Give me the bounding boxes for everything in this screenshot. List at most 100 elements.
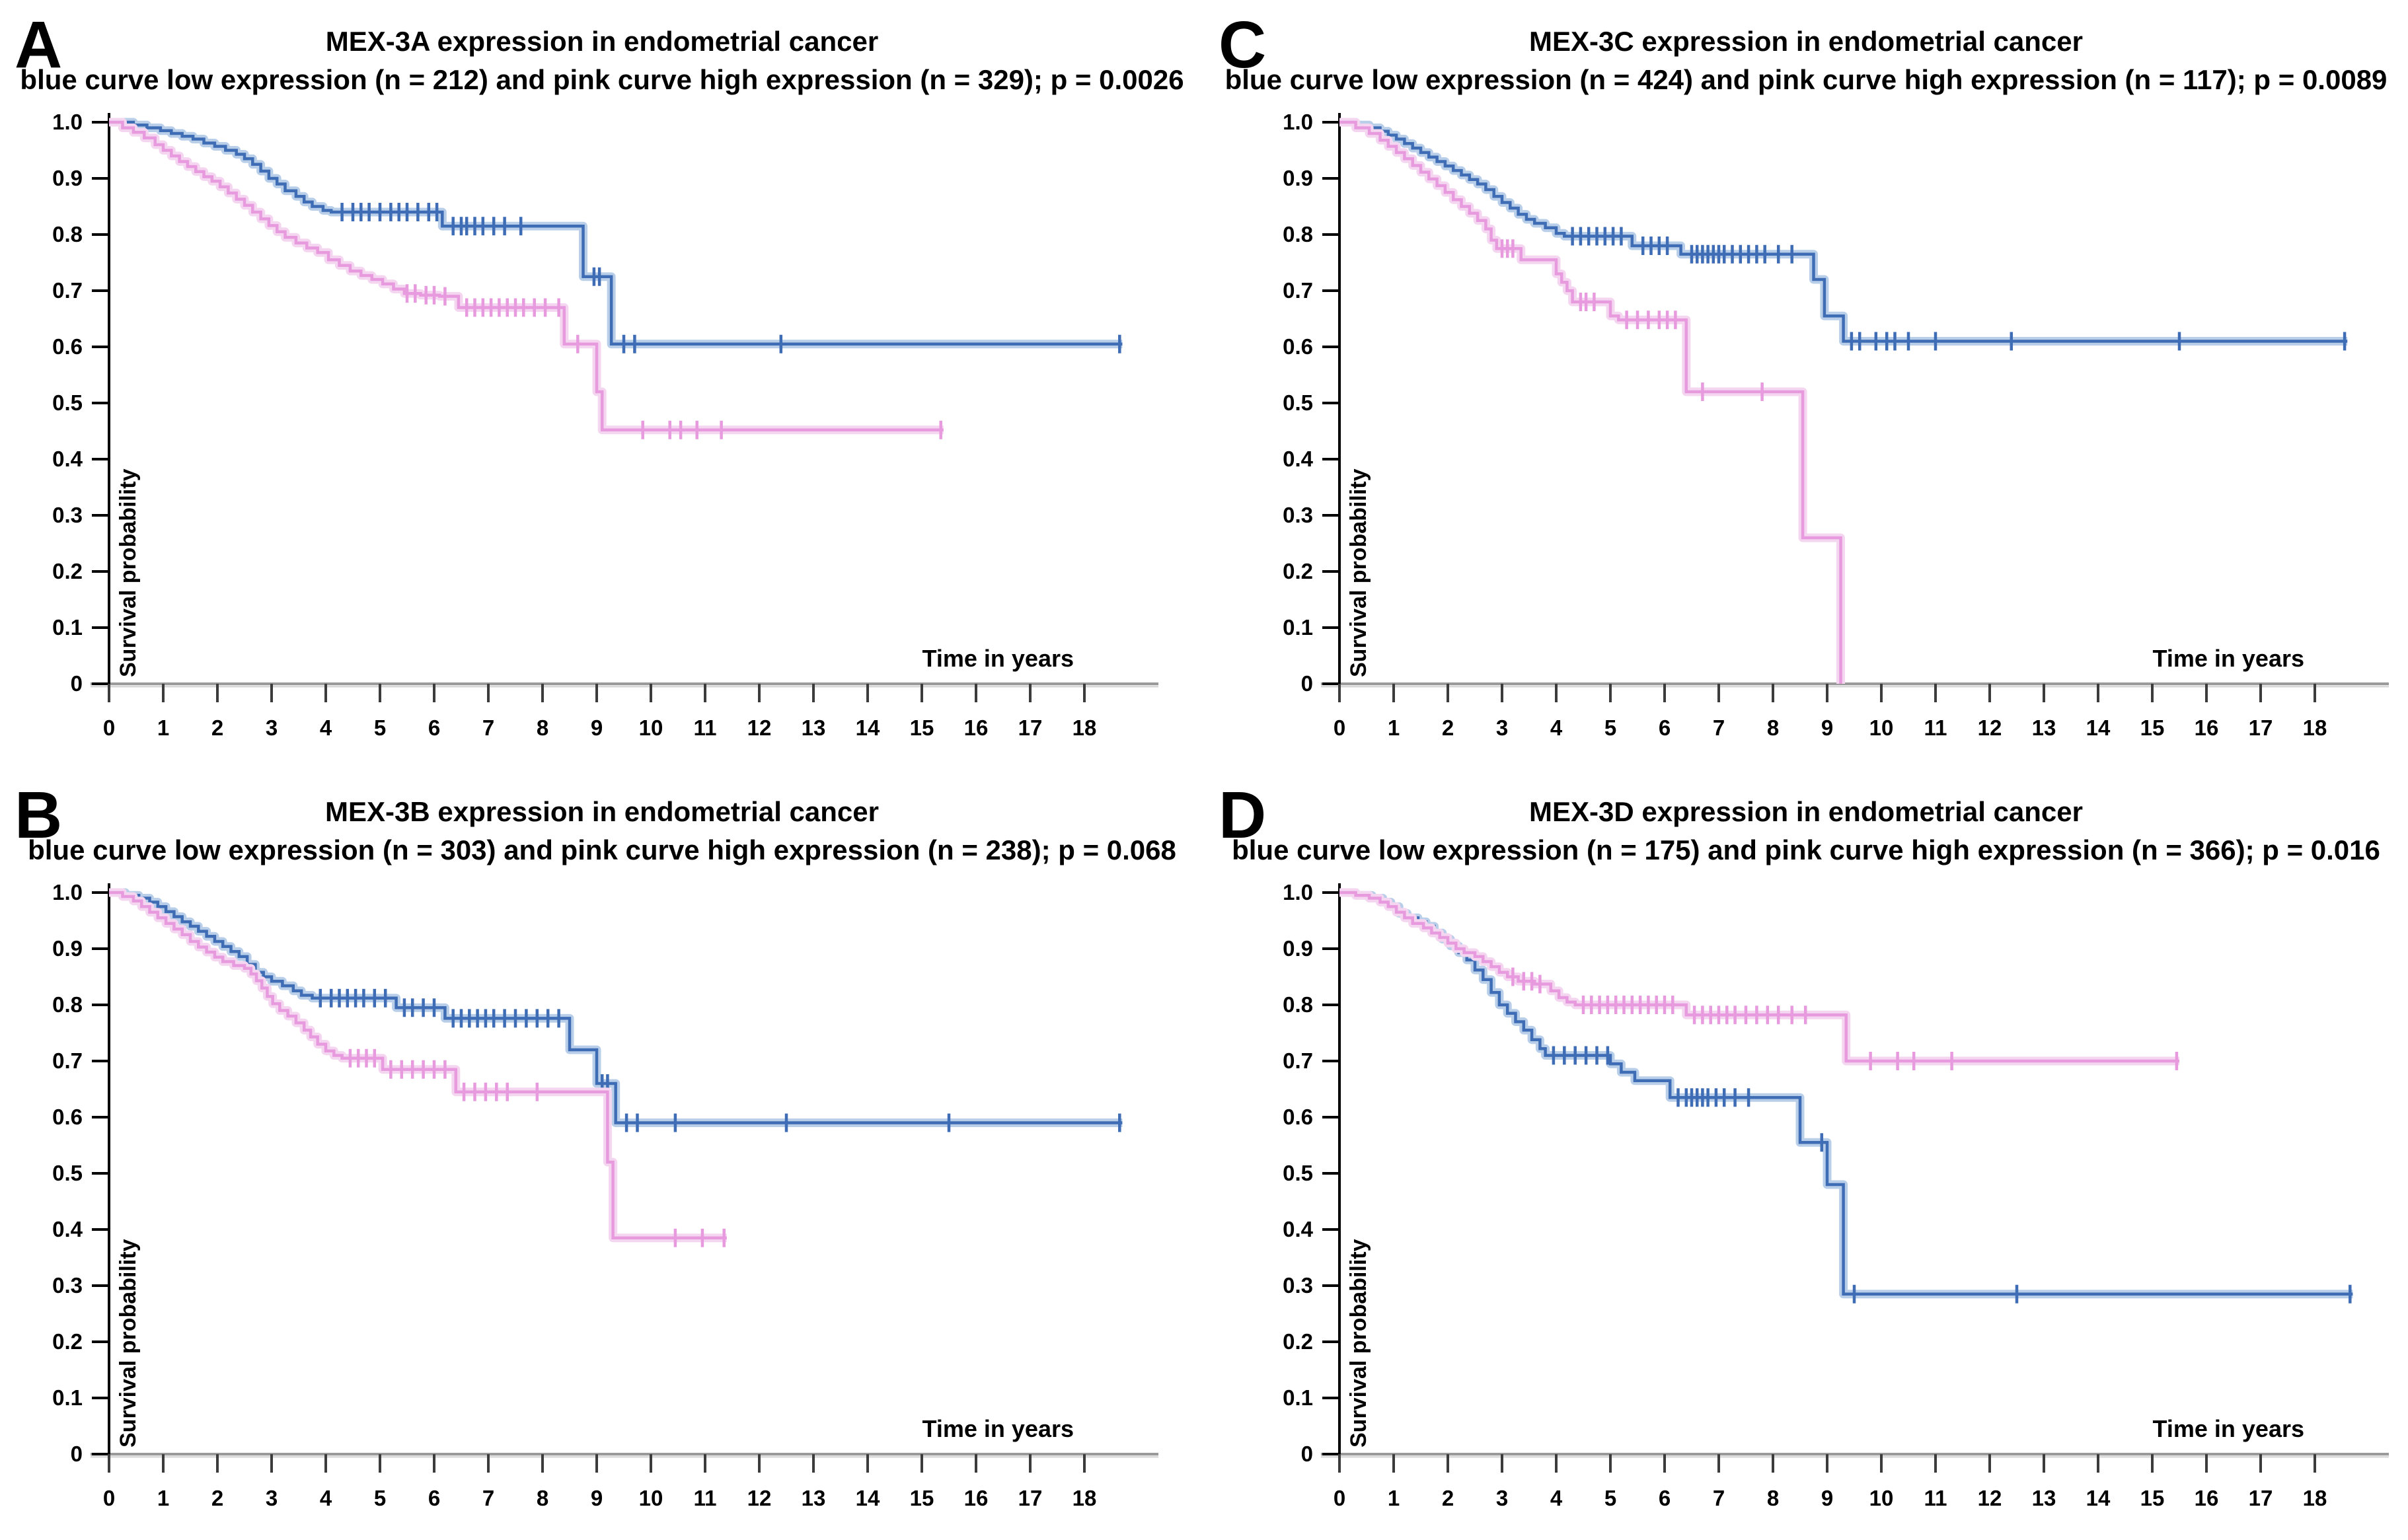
y-tick-label: 0.1 <box>1283 615 1313 640</box>
y-tick-label: 0.2 <box>52 1329 83 1354</box>
x-tick-label: 8 <box>1767 1486 1779 1510</box>
y-tick-label: 0.7 <box>52 278 83 303</box>
x-axis-title: Time in years <box>2153 1415 2304 1442</box>
x-tick-label: 10 <box>639 1486 663 1510</box>
x-tick-label: 15 <box>2140 715 2165 740</box>
x-tick-label: 14 <box>2086 715 2111 740</box>
y-tick-label: 1.0 <box>1283 110 1313 134</box>
y-tick-label: 0.9 <box>52 936 83 961</box>
y-tick-label: 0.1 <box>52 615 83 640</box>
x-tick-label: 5 <box>374 715 386 740</box>
x-tick-label: 7 <box>1713 1486 1725 1510</box>
panel-title: MEX-3A expression in endometrial cancer <box>325 26 879 57</box>
y-tick-label: 0.6 <box>52 1105 83 1129</box>
panel-subtitle: blue curve low expression (n = 175) and … <box>1232 834 2380 865</box>
y-tick-label: 0.9 <box>52 166 83 190</box>
y-tick-label: 0.2 <box>1283 559 1313 583</box>
x-tick-label: 11 <box>1924 1486 1947 1510</box>
y-tick-label: 0.9 <box>1283 166 1313 190</box>
km-curve-blue <box>109 120 1123 346</box>
panel-title: MEX-3B expression in endometrial cancer <box>325 796 879 827</box>
x-tick-label: 14 <box>856 715 880 740</box>
y-tick-label: 0.8 <box>52 222 83 246</box>
x-tick-label: 4 <box>1550 715 1563 740</box>
km-curve-pink <box>1339 120 1842 684</box>
x-tick-label: 6 <box>428 1486 440 1510</box>
x-tick-label: 16 <box>2195 1486 2219 1510</box>
panel-subtitle: blue curve low expression (n = 424) and … <box>1224 64 2388 95</box>
km-curve-pink <box>109 891 727 1239</box>
y-tick-label: 0.2 <box>1283 1329 1313 1354</box>
km-curve-pink <box>109 120 944 432</box>
y-tick-label: 0.9 <box>1283 936 1313 961</box>
y-tick-label: 0.4 <box>1283 1217 1314 1241</box>
panel-letter: C <box>1219 8 1267 82</box>
y-axis-title: Survival probability <box>1346 468 1371 677</box>
x-tick-label: 15 <box>910 1486 934 1510</box>
x-tick-label: 7 <box>482 1486 494 1510</box>
x-tick-label: 8 <box>537 1486 548 1510</box>
y-axis-title: Survival probability <box>1346 1239 1371 1448</box>
x-tick-label: 16 <box>964 1486 989 1510</box>
x-tick-label: 12 <box>1978 1486 2002 1510</box>
x-tick-label: 13 <box>802 715 826 740</box>
km-curve-halo-pink <box>109 118 944 435</box>
x-tick-label: 0 <box>103 715 115 740</box>
x-tick-label: 17 <box>1018 715 1043 740</box>
x-tick-label: 4 <box>1550 1486 1563 1510</box>
x-axis-title: Time in years <box>922 645 1074 672</box>
x-tick-label: 15 <box>2140 1486 2165 1510</box>
x-tick-label: 4 <box>320 1486 332 1510</box>
x-tick-label: 9 <box>591 1486 603 1510</box>
y-tick-label: 0 <box>1301 1442 1313 1466</box>
x-tick-label: 7 <box>482 715 494 740</box>
x-tick-label: 1 <box>1388 1486 1400 1510</box>
panel-subtitle: blue curve low expression (n = 303) and … <box>28 834 1176 865</box>
y-tick-label: 0.5 <box>1283 1161 1313 1185</box>
y-tick-label: 0 <box>71 1442 83 1466</box>
y-tick-label: 0.5 <box>52 390 83 415</box>
x-tick-label: 3 <box>1496 1486 1508 1510</box>
panel-D: D MEX-3D expression in endometrial cance… <box>1204 770 2408 1540</box>
x-tick-label: 14 <box>2086 1486 2111 1510</box>
x-tick-label: 0 <box>1334 1486 1345 1510</box>
y-tick-label: 0.5 <box>1283 390 1313 415</box>
y-tick-label: 0.7 <box>52 1048 83 1073</box>
y-tick-label: 0.3 <box>52 503 83 527</box>
y-tick-label: 0.1 <box>1283 1385 1313 1410</box>
x-tick-label: 8 <box>537 715 548 740</box>
km-curve-halo-pink <box>1339 118 1845 684</box>
x-tick-label: 12 <box>1978 715 2002 740</box>
y-tick-label: 0.7 <box>1283 1048 1313 1073</box>
panel-subtitle: blue curve low expression (n = 212) and … <box>20 64 1184 95</box>
x-tick-label: 11 <box>1924 715 1947 740</box>
x-tick-label: 1 <box>157 1486 169 1510</box>
x-tick-label: 12 <box>747 1486 772 1510</box>
panel-letter: D <box>1219 778 1267 852</box>
y-tick-label: 1.0 <box>52 110 83 134</box>
km-curve-pink <box>1339 891 2179 1063</box>
x-tick-label: 13 <box>2032 715 2056 740</box>
x-tick-label: 18 <box>1072 715 1097 740</box>
x-tick-label: 5 <box>374 1486 386 1510</box>
x-tick-label: 15 <box>910 715 934 740</box>
km-curve-halo-blue <box>109 118 1123 349</box>
x-tick-label: 6 <box>1659 715 1671 740</box>
x-tick-label: 5 <box>1604 1486 1616 1510</box>
y-tick-label: 0.3 <box>1283 1273 1313 1298</box>
y-tick-label: 0.8 <box>1283 222 1313 246</box>
y-tick-label: 0.5 <box>52 1161 83 1185</box>
x-tick-label: 11 <box>694 1486 717 1510</box>
km-plot: 00.10.20.30.40.50.60.70.80.91.00 1 2 3 4 5 6 7 8… <box>1283 880 2389 1510</box>
x-tick-label: 2 <box>1442 715 1454 740</box>
km-curve-blue <box>109 891 1123 1124</box>
y-axis-title: Survival probability <box>116 468 141 677</box>
x-tick-label: 18 <box>2303 1486 2327 1510</box>
y-tick-label: 0.6 <box>1283 1105 1313 1129</box>
km-curve-halo-pink <box>1339 888 2179 1066</box>
km-plot: 00.10.20.30.40.50.60.70.80.91.00 1 2 3 4 5 6 7 8… <box>52 110 1158 740</box>
x-tick-label: 3 <box>1496 715 1508 740</box>
x-tick-label: 14 <box>856 1486 880 1510</box>
x-tick-label: 5 <box>1604 715 1616 740</box>
